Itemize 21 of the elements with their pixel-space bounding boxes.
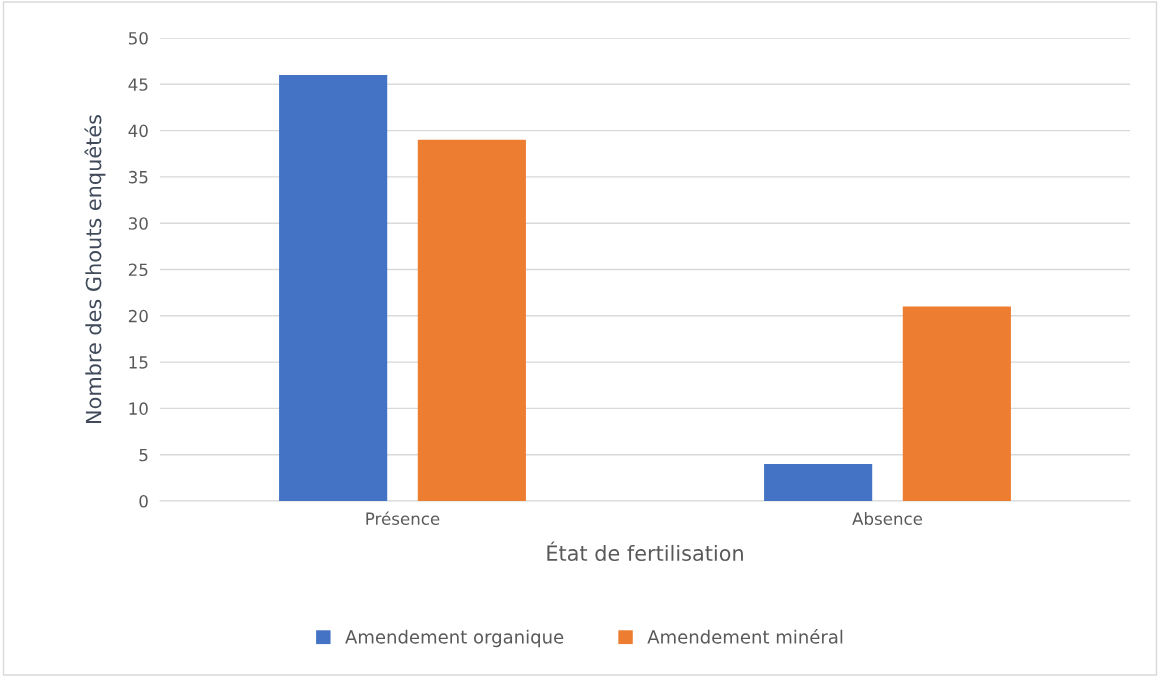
y-tick-label: 25 [128,263,148,277]
x-tick-label: Présence [366,511,440,526]
y-tick-label: 15 [129,356,148,369]
bar [417,139,526,501]
y-tick-label: 35 [128,170,148,184]
y-tick-label: 50 [128,31,148,45]
legend-label: Amendement organique [345,629,564,648]
y-tick-label: 30 [128,217,148,230]
legend-label: Amendement minéral [647,629,843,644]
y-axis-title: Nombre des Ghouts enquêtés [84,115,106,423]
y-tick-label: 5 [139,448,148,462]
y-tick-label: 10 [129,402,148,415]
bar [764,463,873,501]
y-tick-label: 0 [139,494,148,508]
y-tick-label: 40 [128,124,148,138]
x-tick-label: Absence [852,512,923,526]
x-axis-title: État de fertilisation [547,541,743,562]
y-tick-label: 20 [128,309,148,323]
bar [902,306,1011,501]
y-tick-label: 45 [128,78,148,91]
bar [279,75,388,501]
